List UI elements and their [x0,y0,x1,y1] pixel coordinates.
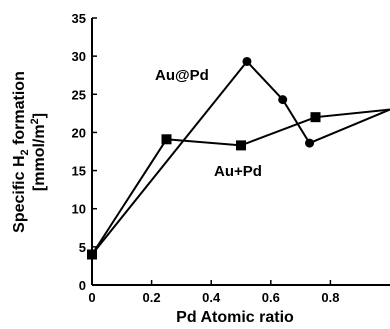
axes: 0 5 10 15 20 25 30 35 0 0.2 0.4 0.6 0.8 [72,11,390,305]
series-layer [87,56,390,260]
data-point-square [310,112,321,123]
data-point-square [236,140,246,151]
series-label-au-plus-pd: Au+Pd [214,163,262,180]
y-axis-title-line1: Specific H2 formation [11,71,31,233]
y-tick-label: 10 [72,202,86,217]
data-point-circle [242,56,252,66]
data-point-square [87,249,97,260]
x-tick-label: 0.6 [262,290,280,305]
y-tick-label: 20 [72,125,86,140]
series-label-au-at-pd: Au@Pd [155,67,209,84]
y-tick-label: 0 [79,278,86,293]
data-point-circle [305,138,315,148]
labels-layer: Pd Atomic ratio Specific H2 formation[mmo… [11,67,294,326]
y-tick-label: 35 [72,11,86,26]
x-axis-title: Pd Atomic ratio [176,309,294,326]
series-line [91,108,390,256]
y-tick-label: 25 [72,87,86,102]
y-tick-label: 15 [72,164,86,179]
x-tick-label: 0.8 [321,290,339,305]
data-point-circle [278,95,288,105]
series-line [91,59,390,256]
x-tick-label: 0.4 [202,290,221,305]
y-tick-label: 5 [79,240,86,255]
x-tick-label: 0 [88,290,95,305]
x-tick-label: 0.2 [143,290,161,305]
data-point-square [161,134,172,145]
y-tick-label: 30 [72,49,86,64]
y-axis-title-line2: [mmol/m2] [29,113,48,191]
